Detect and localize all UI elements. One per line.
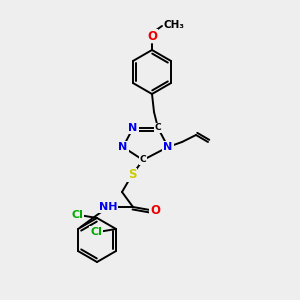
Text: Cl: Cl [90,227,102,237]
Text: O: O [150,203,160,217]
Text: S: S [128,169,136,182]
Text: N: N [164,142,172,152]
Text: Cl: Cl [71,210,83,220]
Text: NH: NH [99,202,117,212]
Text: N: N [128,123,138,133]
Text: C: C [140,155,146,164]
Text: O: O [147,29,157,43]
Text: C: C [155,124,161,133]
Text: CH₃: CH₃ [164,20,185,30]
Text: N: N [118,142,127,152]
